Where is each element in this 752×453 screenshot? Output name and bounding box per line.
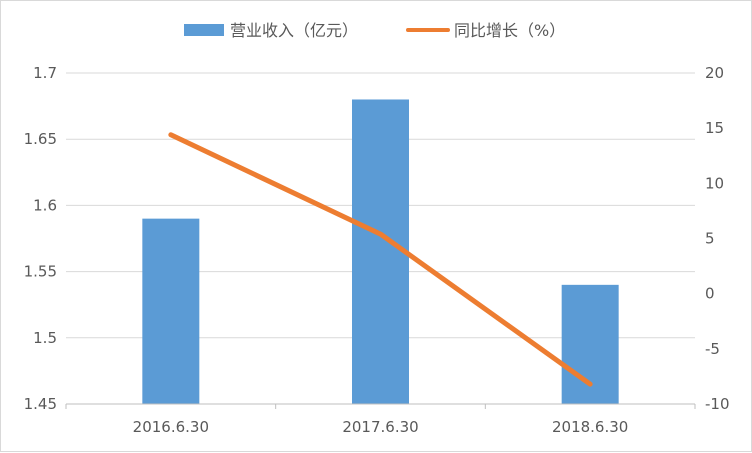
legend-bar-label: 营业收入（亿元）: [230, 21, 358, 40]
x-tick-label: 2018.6.30: [552, 418, 628, 436]
y-right-tick-label: -5: [705, 340, 720, 358]
y-left-tick-label: 1.6: [33, 196, 57, 214]
y-left-tick-label: 1.5: [33, 329, 57, 347]
y-left-tick-label: 1.55: [24, 263, 57, 281]
x-tick-label: 2017.6.30: [342, 418, 418, 436]
y-right-tick-label: 0: [705, 285, 715, 303]
y-left-tick-label: 1.65: [24, 130, 57, 148]
y-right-tick-label: 15: [705, 119, 724, 137]
legend-bar-swatch: [184, 24, 224, 36]
y-left-tick-label: 1.45: [24, 395, 57, 413]
bar: [352, 99, 409, 404]
y-left-tick-label: 1.7: [33, 64, 57, 82]
bar: [142, 219, 199, 404]
y-right-tick-label: 5: [705, 230, 715, 248]
bar-series: [142, 99, 618, 404]
x-tick-label: 2016.6.30: [133, 418, 209, 436]
y-right-tick-label: 20: [705, 64, 724, 82]
y-right-tick-label: 10: [705, 174, 724, 192]
legend: 营业收入（亿元） 同比增长（%）: [184, 21, 565, 40]
y-right-tick-label: -10: [705, 395, 730, 413]
legend-line-label: 同比增长（%）: [454, 21, 565, 40]
